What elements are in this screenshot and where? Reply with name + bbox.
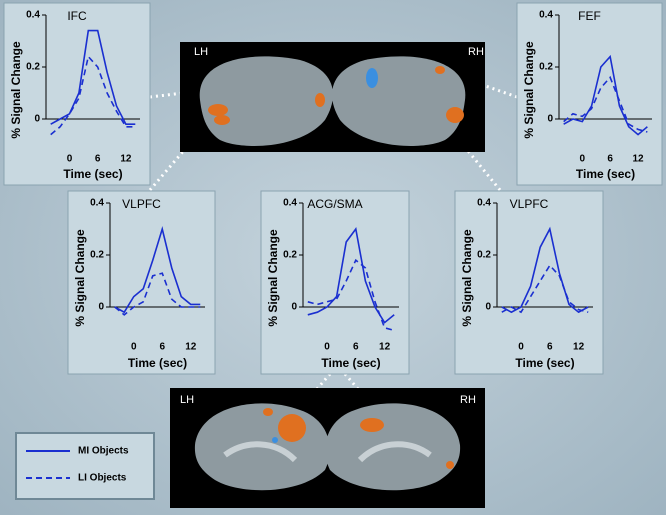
x-tick-label: 0 xyxy=(131,342,137,353)
y-tick-label: 0.2 xyxy=(477,250,491,261)
series-line xyxy=(50,29,136,125)
x-tick-label: 6 xyxy=(159,342,165,353)
y-tick-label: 0.2 xyxy=(26,62,40,73)
x-tick-label: 0 xyxy=(579,154,585,165)
panel xyxy=(516,2,663,186)
y-tick-label: 0.4 xyxy=(283,198,297,209)
y-tick-label: 0.2 xyxy=(283,250,297,261)
y-tick-label: 0 xyxy=(547,114,553,125)
chart-title: ACG/SMA xyxy=(307,197,362,211)
hemisphere-label: RH xyxy=(468,46,484,58)
x-tick-label: 6 xyxy=(95,154,101,165)
panel xyxy=(260,190,410,375)
y-tick-label: 0.4 xyxy=(90,198,104,209)
chart: VLPFC 0 0.2 0.4 0 6 12 Time (sec) % Signal Chang… xyxy=(454,190,604,375)
chart-title: FEF xyxy=(578,9,601,23)
x-tick-label: 0 xyxy=(518,342,524,353)
y-tick-label: 0.4 xyxy=(539,10,553,21)
y-axis-label: % Signal Change xyxy=(522,41,536,139)
y-tick-label: 0.4 xyxy=(26,10,40,21)
y-tick-label: 0.4 xyxy=(477,198,491,209)
y-axis-label: % Signal Change xyxy=(9,41,23,139)
series-line xyxy=(501,264,589,314)
x-axis-label: Time (sec) xyxy=(515,356,574,370)
x-tick-label: 12 xyxy=(573,342,585,353)
brain-image-lateral: LH RH xyxy=(180,42,485,152)
chart-title: VLPFC xyxy=(122,197,161,211)
chart: FEF 0 0.2 0.4 0 6 12 Time (sec) % Signal Change xyxy=(516,2,663,186)
y-tick-label: 0 xyxy=(34,114,40,125)
y-tick-label: 0 xyxy=(485,302,491,313)
y-tick-label: 0.2 xyxy=(539,62,553,73)
legend: MI Objects LI Objects xyxy=(15,432,155,500)
hemisphere-label: LH xyxy=(180,394,194,406)
x-tick-label: 12 xyxy=(120,154,132,165)
panel xyxy=(67,190,216,375)
x-axis-label: Time (sec) xyxy=(63,167,122,181)
x-tick-label: 12 xyxy=(185,342,197,353)
legend-label: MI Objects xyxy=(78,446,129,457)
panel xyxy=(454,190,604,375)
legend-label: LI Objects xyxy=(78,473,127,484)
x-tick-label: 12 xyxy=(632,154,644,165)
y-axis-label: % Signal Change xyxy=(73,229,87,327)
x-tick-label: 6 xyxy=(353,342,359,353)
x-tick-label: 12 xyxy=(379,342,391,353)
y-tick-label: 0.2 xyxy=(90,250,104,261)
y-tick-label: 0 xyxy=(291,302,297,313)
brain-image-medial: LH RH xyxy=(170,388,485,508)
x-tick-label: 6 xyxy=(547,342,553,353)
series-line xyxy=(50,54,136,136)
x-tick-label: 6 xyxy=(607,154,613,165)
series-line xyxy=(501,226,589,314)
chart-title: IFC xyxy=(67,9,87,23)
panel xyxy=(3,2,151,186)
x-tick-label: 0 xyxy=(67,154,73,165)
x-tick-label: 0 xyxy=(324,342,330,353)
x-axis-label: Time (sec) xyxy=(576,167,635,181)
series-line xyxy=(563,54,648,136)
chart: IFC 0 0.2 0.4 0 6 12 Time (sec) % Signal Change xyxy=(3,2,151,186)
y-axis-label: % Signal Change xyxy=(266,229,280,327)
y-tick-label: 0 xyxy=(98,302,104,313)
x-axis-label: Time (sec) xyxy=(321,356,380,370)
chart: VLPFC 0 0.2 0.4 0 6 12 Time (sec) % Signal Chang… xyxy=(67,190,216,375)
series-line xyxy=(307,258,395,332)
x-axis-label: Time (sec) xyxy=(128,356,187,370)
hemisphere-label: LH xyxy=(194,46,208,58)
series-line xyxy=(114,225,201,314)
chart-title: VLPFC xyxy=(510,197,549,211)
y-axis-label: % Signal Change xyxy=(460,229,474,327)
hemisphere-label: RH xyxy=(460,394,476,406)
series-line xyxy=(563,75,648,133)
chart: ACG/SMA 0 0.2 0.4 0 6 12 Time (sec) % Signal Cha… xyxy=(260,190,410,375)
